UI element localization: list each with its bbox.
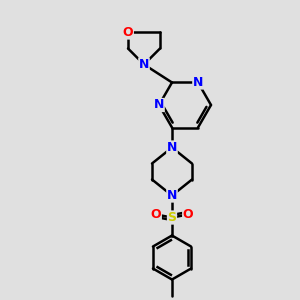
Text: N: N: [167, 141, 177, 154]
Text: N: N: [139, 58, 149, 71]
Text: N: N: [193, 76, 203, 89]
Text: N: N: [154, 98, 164, 112]
Text: O: O: [183, 208, 193, 221]
Text: O: O: [151, 208, 161, 221]
Text: S: S: [167, 211, 176, 224]
Text: O: O: [123, 26, 133, 39]
Text: N: N: [167, 189, 177, 202]
